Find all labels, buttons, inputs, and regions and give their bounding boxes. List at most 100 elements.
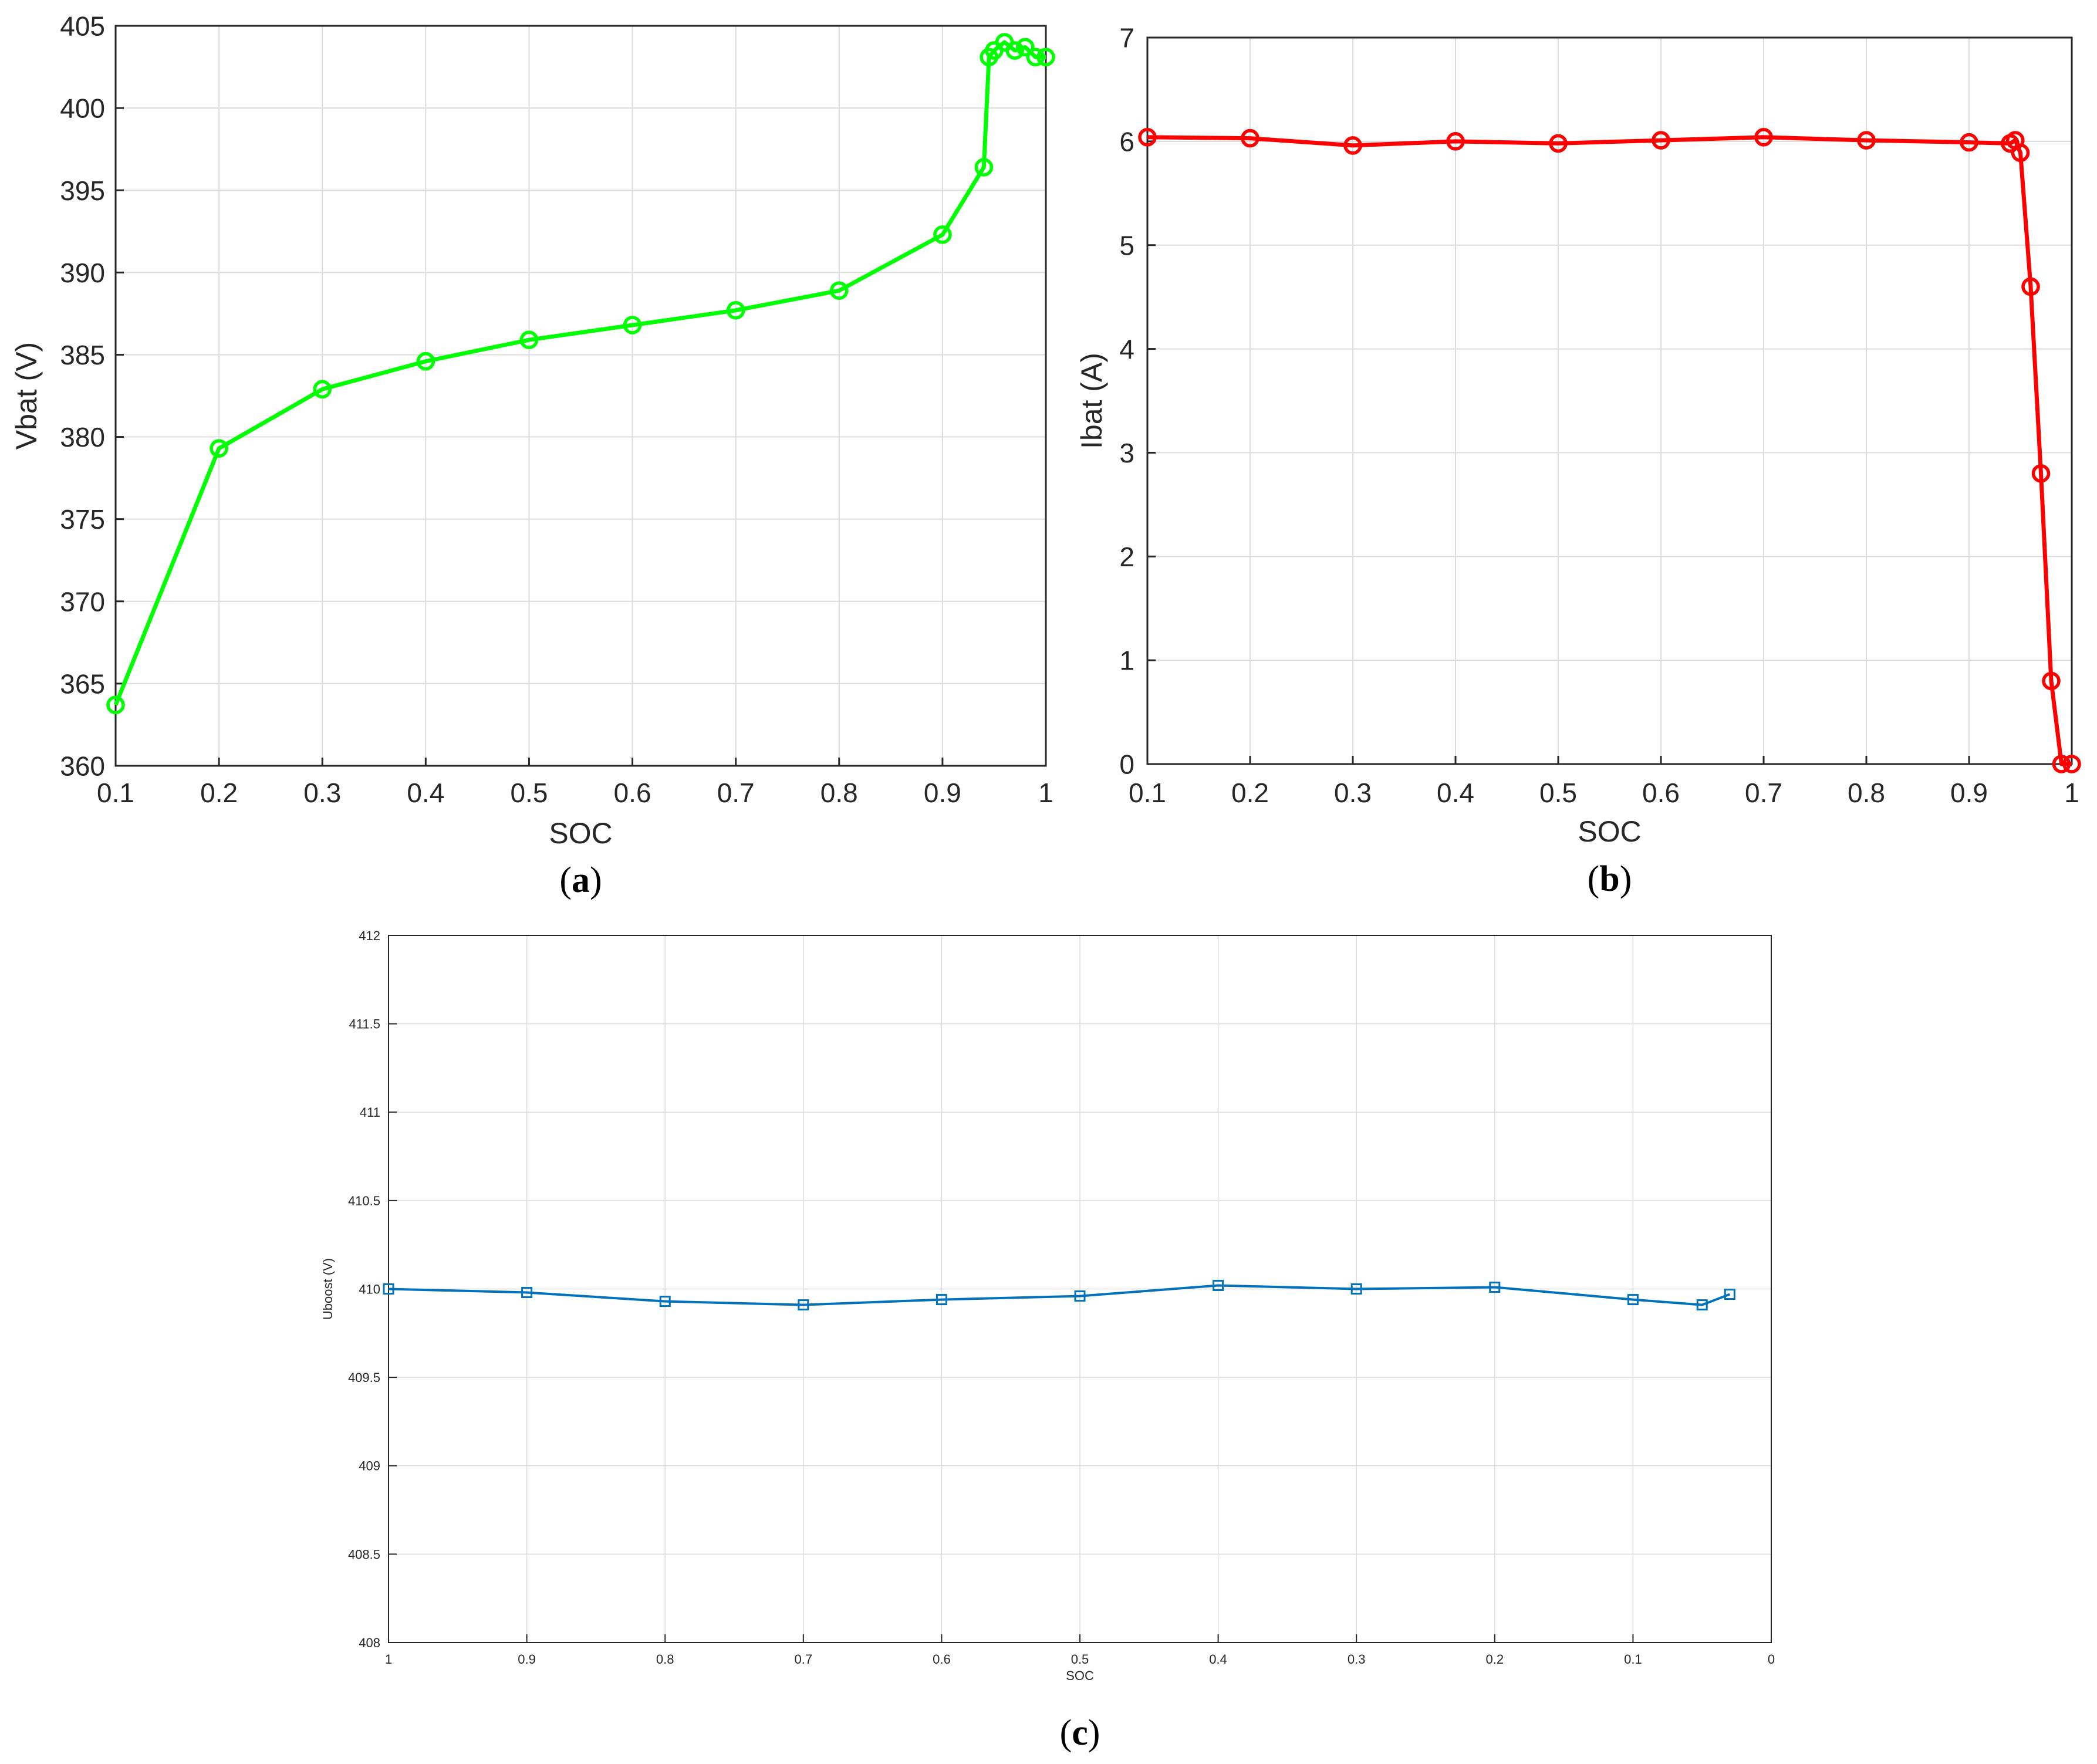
caption-open-paren: ( <box>1060 1713 1072 1753</box>
data-point <box>519 330 539 350</box>
data-point <box>2062 755 2081 773</box>
data-point <box>1857 131 1876 150</box>
caption-letter: a <box>572 860 590 900</box>
data-point <box>659 1296 671 1307</box>
x-tick-label: 0.7 <box>795 1652 813 1667</box>
y-tick-label: 409.5 <box>348 1370 380 1385</box>
x-tick-label: 0 <box>1768 1652 1775 1667</box>
x-tick-label: 0.7 <box>1745 778 1782 808</box>
data-point <box>383 1283 394 1295</box>
x-tick-label: 0.6 <box>614 778 651 808</box>
x-tick-label: 0.1 <box>97 778 134 808</box>
y-tick-label: 375 <box>60 504 105 535</box>
y-tick-label: 365 <box>60 668 105 699</box>
caption-letter: c <box>1072 1713 1088 1753</box>
series-line <box>1147 135 2072 766</box>
data-point <box>2021 277 2040 296</box>
y-tick-label: 4 <box>1119 334 1134 364</box>
y-tick-label: 380 <box>60 422 105 452</box>
x-tick-label: 0.7 <box>717 778 755 808</box>
x-tick-label: 1 <box>1038 778 1053 808</box>
x-tick-label: 0.3 <box>1348 1652 1366 1667</box>
data-point <box>1343 136 1362 155</box>
x-tick-label: 0.5 <box>510 778 548 808</box>
data-point <box>2011 143 2030 163</box>
data-point <box>1026 48 1045 67</box>
data-point <box>1446 132 1465 151</box>
y-tick-label: 408 <box>359 1635 380 1650</box>
subfigure-caption: (b) <box>1588 859 1632 899</box>
x-axis-label: SOC <box>549 817 612 850</box>
y-axis-label: Vbat (V) <box>10 342 43 450</box>
x-tick-label: 0.8 <box>820 778 858 808</box>
y-tick-label: 395 <box>60 175 105 206</box>
series-line <box>388 1284 1731 1306</box>
data-point <box>2042 671 2061 691</box>
x-tick-label: 0.9 <box>924 778 961 808</box>
caption-letter: b <box>1599 859 1619 899</box>
data-point <box>106 695 125 715</box>
x-tick-label: 0.4 <box>1209 1652 1227 1667</box>
x-tick-label: 0.5 <box>1071 1652 1089 1667</box>
data-point <box>2052 755 2071 773</box>
y-tick-label: 3 <box>1119 438 1134 468</box>
x-tick-label: 0.8 <box>1848 778 1885 808</box>
chart-b: 0.1 0.2 0.3 0.4 0.5 0.6 0.7 0.8 0.9 1 0 1 2 3 4 5 6 7 SOC I… <box>1075 23 2081 899</box>
data-point <box>974 158 994 177</box>
y-tick-label: 400 <box>60 93 105 124</box>
y-tick-label: 0 <box>1119 749 1134 780</box>
data-point <box>623 316 642 334</box>
data-point <box>1036 48 1055 67</box>
subfigure-caption: (c) <box>1060 1713 1100 1753</box>
x-tick-label: 0.5 <box>1539 778 1577 808</box>
x-tick-label: 0.3 <box>1334 778 1372 808</box>
y-tick-label: 410 <box>359 1282 380 1296</box>
data-point <box>1241 129 1259 148</box>
y-tick-label: 408.5 <box>348 1547 380 1562</box>
data-point <box>416 352 435 371</box>
y-tick-label: 412 <box>359 928 380 943</box>
y-tick-label: 6 <box>1119 126 1134 157</box>
y-tick-label: 5 <box>1119 230 1134 261</box>
data-point <box>933 225 952 244</box>
data-point <box>1696 1299 1708 1311</box>
x-tick-label: 0.2 <box>1231 778 1269 808</box>
y-axis-label: Uboost (V) <box>320 1258 335 1320</box>
caption-close-paren: ) <box>1620 859 1632 899</box>
chart-a: 0.1 0.2 0.3 0.4 0.5 0.6 0.7 0.8 0.9 1 360 365 370 375… <box>10 11 1055 900</box>
caption-open-paren: ( <box>1588 859 1600 899</box>
data-point <box>726 300 745 320</box>
x-tick-label: 0.3 <box>303 778 341 808</box>
data-point <box>1015 38 1035 57</box>
y-tick-label: 360 <box>60 751 105 782</box>
y-tick-label: 405 <box>60 11 105 42</box>
x-tick-label: 0.8 <box>656 1652 674 1667</box>
y-tick-label: 370 <box>60 586 105 617</box>
caption-close-paren: ) <box>590 860 602 900</box>
x-axis-label: SOC <box>1066 1668 1094 1683</box>
y-tick-label: 409 <box>359 1459 380 1474</box>
y-tick-label: 411.5 <box>349 1017 380 1032</box>
data-point <box>1350 1283 1362 1295</box>
x-tick-label: 0.4 <box>407 778 444 808</box>
data-point <box>1627 1294 1639 1306</box>
plot-area <box>116 26 1046 766</box>
y-tick-label: 410.5 <box>348 1194 380 1208</box>
data-point <box>1960 133 1978 152</box>
y-tick-label: 7 <box>1119 23 1134 53</box>
data-point <box>1489 1281 1501 1293</box>
y-tick-label: 2 <box>1119 542 1134 572</box>
data-point <box>1724 1289 1735 1300</box>
x-tick-label: 0.2 <box>1486 1652 1504 1667</box>
x-tick-label: 0.2 <box>200 778 238 808</box>
data-point <box>2031 464 2051 483</box>
data-point <box>313 380 332 399</box>
data-point <box>1652 131 1670 150</box>
data-point <box>210 439 228 458</box>
x-tick-label: 0.6 <box>933 1652 951 1667</box>
data-point <box>1549 134 1568 153</box>
data-point <box>1213 1279 1224 1291</box>
data-point <box>1005 41 1024 60</box>
x-tick-label: 0.9 <box>518 1652 536 1667</box>
